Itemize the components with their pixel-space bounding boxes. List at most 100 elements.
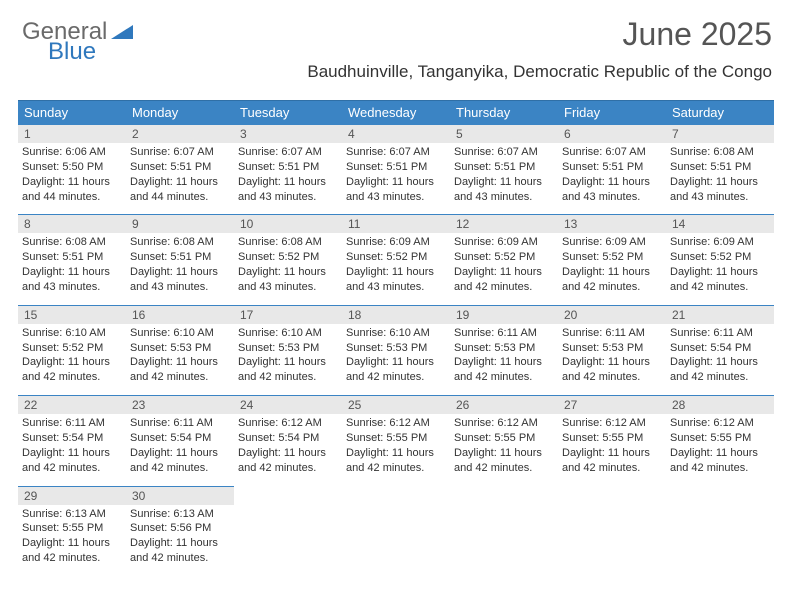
day-cell (450, 486, 558, 576)
day-header-row: SundayMondayTuesdayWednesdayThursdayFrid… (18, 101, 774, 125)
sunset-value: 5:54 PM (278, 432, 319, 444)
sunset-line: Sunset: 5:55 PM (562, 431, 662, 446)
sunrise-line: Sunrise: 6:12 AM (238, 416, 338, 431)
daylight-label: Daylight: (22, 537, 65, 549)
day-cell: 4Sunrise: 6:07 AMSunset: 5:51 PMDaylight… (342, 124, 450, 214)
day-content: Sunrise: 6:11 AMSunset: 5:53 PMDaylight:… (558, 324, 666, 395)
sunrise-value: 6:08 AM (173, 236, 213, 248)
sunset-value: 5:51 PM (494, 161, 535, 173)
day-cell: 21Sunrise: 6:11 AMSunset: 5:54 PMDayligh… (666, 305, 774, 395)
sunrise-line: Sunrise: 6:08 AM (238, 235, 338, 250)
sunset-line: Sunset: 5:54 PM (130, 431, 230, 446)
sunrise-value: 6:12 AM (497, 417, 537, 429)
day-number: 22 (18, 395, 126, 414)
daylight-line: Daylight: 11 hours and 42 minutes. (562, 446, 662, 476)
day-cell: 26Sunrise: 6:12 AMSunset: 5:55 PMDayligh… (450, 395, 558, 485)
day-header: Friday (558, 101, 666, 125)
sunset-label: Sunset: (454, 161, 491, 173)
day-content: Sunrise: 6:12 AMSunset: 5:55 PMDaylight:… (450, 414, 558, 485)
day-cell (342, 486, 450, 576)
day-header: Wednesday (342, 101, 450, 125)
sunset-value: 5:53 PM (494, 342, 535, 354)
daylight-label: Daylight: (454, 447, 497, 459)
sunset-label: Sunset: (22, 161, 59, 173)
day-number: 21 (666, 305, 774, 324)
sunset-label: Sunset: (130, 251, 167, 263)
day-number: 25 (342, 395, 450, 414)
week-row: 1Sunrise: 6:06 AMSunset: 5:50 PMDaylight… (18, 124, 774, 214)
sunset-label: Sunset: (130, 342, 167, 354)
sunset-label: Sunset: (22, 342, 59, 354)
sunrise-value: 6:11 AM (605, 327, 645, 339)
sunset-label: Sunset: (238, 161, 275, 173)
daylight-label: Daylight: (670, 176, 713, 188)
week-row: 15Sunrise: 6:10 AMSunset: 5:52 PMDayligh… (18, 305, 774, 395)
sunrise-label: Sunrise: (22, 327, 62, 339)
sunset-line: Sunset: 5:53 PM (454, 341, 554, 356)
day-number: 4 (342, 124, 450, 143)
daylight-line: Daylight: 11 hours and 43 minutes. (130, 265, 230, 295)
day-number: 11 (342, 214, 450, 233)
day-number: 6 (558, 124, 666, 143)
daylight-line: Daylight: 11 hours and 43 minutes. (454, 175, 554, 205)
sunrise-label: Sunrise: (238, 236, 278, 248)
sunset-label: Sunset: (670, 161, 707, 173)
day-number: 17 (234, 305, 342, 324)
sunset-label: Sunset: (454, 251, 491, 263)
sunrise-label: Sunrise: (346, 236, 386, 248)
daylight-line: Daylight: 11 hours and 43 minutes. (238, 175, 338, 205)
sunrise-value: 6:09 AM (713, 236, 753, 248)
day-content: Sunrise: 6:12 AMSunset: 5:55 PMDaylight:… (666, 414, 774, 485)
location-text: Baudhuinville, Tanganyika, Democratic Re… (307, 62, 772, 82)
sunrise-value: 6:12 AM (281, 417, 321, 429)
daylight-line: Daylight: 11 hours and 42 minutes. (454, 265, 554, 295)
sunset-label: Sunset: (670, 432, 707, 444)
sunset-line: Sunset: 5:52 PM (22, 341, 122, 356)
day-content: Sunrise: 6:07 AMSunset: 5:51 PMDaylight:… (558, 143, 666, 214)
sunrise-label: Sunrise: (238, 146, 278, 158)
sunrise-value: 6:06 AM (65, 146, 105, 158)
sunset-value: 5:51 PM (278, 161, 319, 173)
sunset-label: Sunset: (346, 342, 383, 354)
sunrise-label: Sunrise: (454, 236, 494, 248)
day-content: Sunrise: 6:07 AMSunset: 5:51 PMDaylight:… (126, 143, 234, 214)
daylight-line: Daylight: 11 hours and 42 minutes. (562, 355, 662, 385)
sunset-line: Sunset: 5:52 PM (346, 250, 446, 265)
sunrise-line: Sunrise: 6:07 AM (130, 145, 230, 160)
sunrise-line: Sunrise: 6:07 AM (238, 145, 338, 160)
sunset-line: Sunset: 5:55 PM (670, 431, 770, 446)
sunrise-value: 6:12 AM (713, 417, 753, 429)
day-cell: 29Sunrise: 6:13 AMSunset: 5:55 PMDayligh… (18, 486, 126, 576)
daylight-line: Daylight: 11 hours and 43 minutes. (670, 175, 770, 205)
daylight-line: Daylight: 11 hours and 43 minutes. (22, 265, 122, 295)
sunset-value: 5:54 PM (710, 342, 751, 354)
sunset-line: Sunset: 5:51 PM (130, 250, 230, 265)
day-cell: 6Sunrise: 6:07 AMSunset: 5:51 PMDaylight… (558, 124, 666, 214)
day-number: 8 (18, 214, 126, 233)
day-header: Tuesday (234, 101, 342, 125)
sunrise-value: 6:07 AM (173, 146, 213, 158)
day-header: Monday (126, 101, 234, 125)
day-content: Sunrise: 6:11 AMSunset: 5:54 PMDaylight:… (666, 324, 774, 395)
sunset-label: Sunset: (562, 251, 599, 263)
sunrise-value: 6:12 AM (605, 417, 645, 429)
sunset-label: Sunset: (454, 342, 491, 354)
daylight-line: Daylight: 11 hours and 42 minutes. (238, 355, 338, 385)
day-content: Sunrise: 6:12 AMSunset: 5:55 PMDaylight:… (342, 414, 450, 485)
sunset-value: 5:52 PM (278, 251, 319, 263)
day-number: 9 (126, 214, 234, 233)
day-number: 26 (450, 395, 558, 414)
sunset-value: 5:52 PM (494, 251, 535, 263)
sunrise-label: Sunrise: (670, 236, 710, 248)
day-number: 16 (126, 305, 234, 324)
daylight-line: Daylight: 11 hours and 43 minutes. (562, 175, 662, 205)
daylight-label: Daylight: (670, 447, 713, 459)
sunset-line: Sunset: 5:50 PM (22, 160, 122, 175)
daylight-line: Daylight: 11 hours and 42 minutes. (22, 536, 122, 566)
daylight-label: Daylight: (130, 176, 173, 188)
day-number: 15 (18, 305, 126, 324)
sunrise-line: Sunrise: 6:07 AM (454, 145, 554, 160)
sunrise-line: Sunrise: 6:08 AM (130, 235, 230, 250)
sunrise-label: Sunrise: (454, 146, 494, 158)
day-content: Sunrise: 6:07 AMSunset: 5:51 PM Daylight:… (234, 143, 342, 214)
